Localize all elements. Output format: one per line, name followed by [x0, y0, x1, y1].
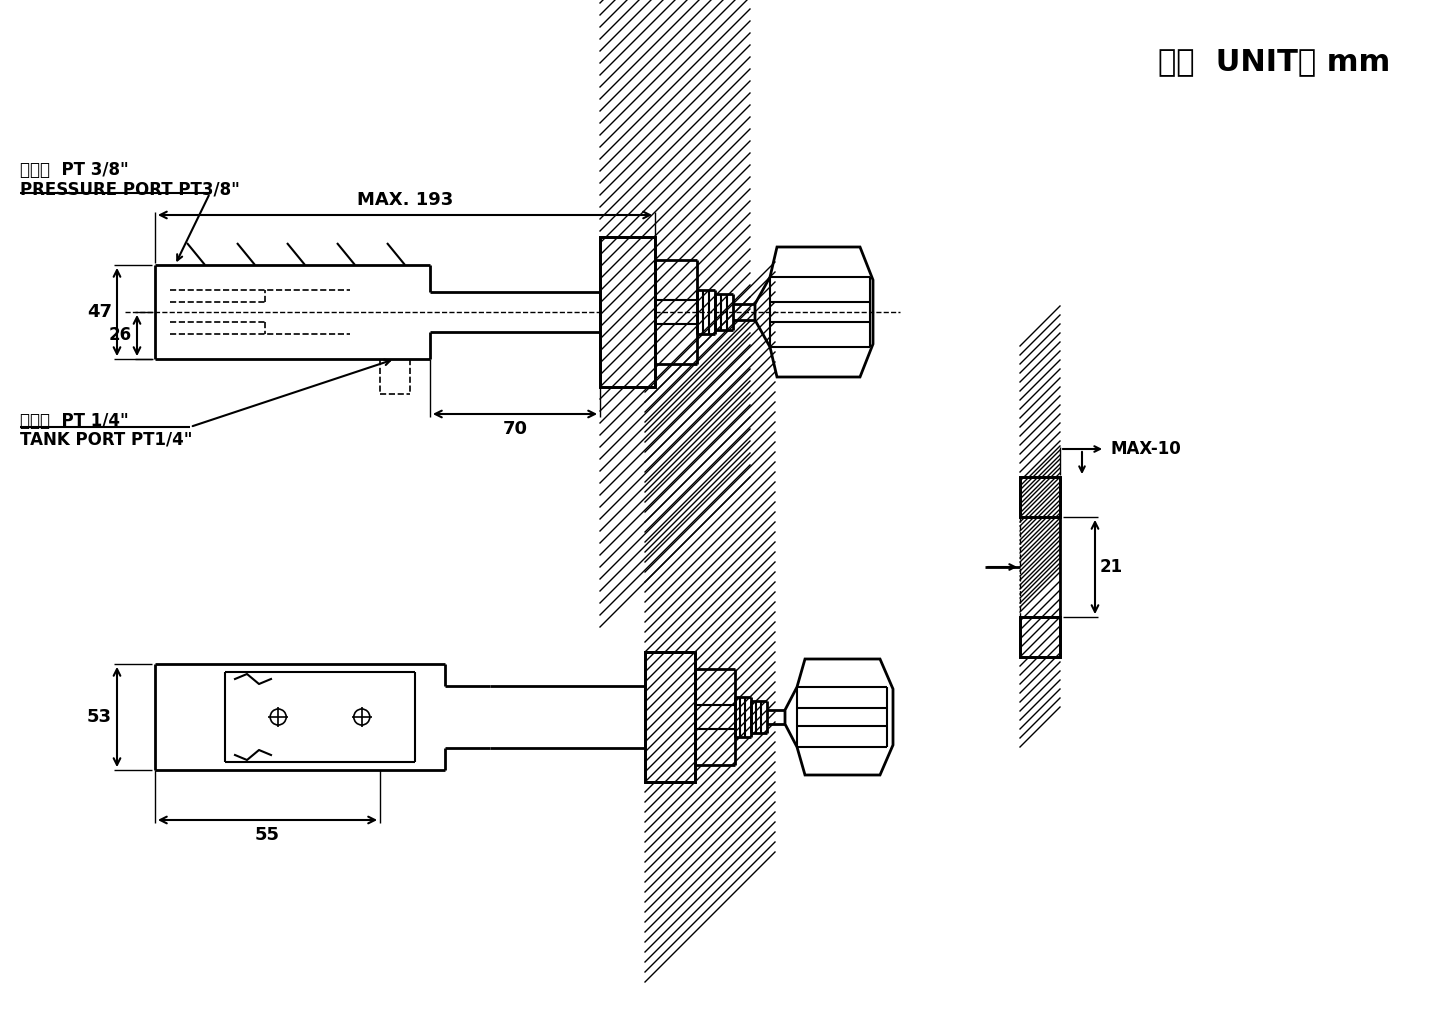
Text: PRESSURE PORT PT3/8": PRESSURE PORT PT3/8" — [20, 181, 239, 199]
Text: 21: 21 — [1099, 558, 1123, 576]
Bar — [646, 652, 695, 782]
Text: MAX-10: MAX-10 — [1110, 440, 1180, 458]
Text: 単位  UNIT： mm: 単位 UNIT： mm — [1157, 47, 1391, 76]
Text: 53: 53 — [86, 708, 112, 726]
Bar — [1020, 617, 1061, 657]
Bar — [1020, 477, 1061, 517]
Bar — [599, 237, 656, 387]
Bar — [646, 652, 695, 782]
Text: 55: 55 — [255, 826, 280, 844]
Text: 47: 47 — [86, 303, 112, 321]
Text: 回油孔  PT 1/4": 回油孔 PT 1/4" — [20, 412, 128, 430]
Bar — [1020, 477, 1061, 517]
Bar — [1020, 617, 1061, 657]
Bar — [599, 237, 656, 387]
Text: 圧力孔  PT 3/8": 圧力孔 PT 3/8" — [20, 161, 128, 179]
Text: MAX. 193: MAX. 193 — [357, 191, 452, 210]
Text: TANK PORT PT1/4": TANK PORT PT1/4" — [20, 430, 193, 448]
Text: 26: 26 — [110, 327, 133, 344]
Text: 70: 70 — [503, 420, 527, 438]
